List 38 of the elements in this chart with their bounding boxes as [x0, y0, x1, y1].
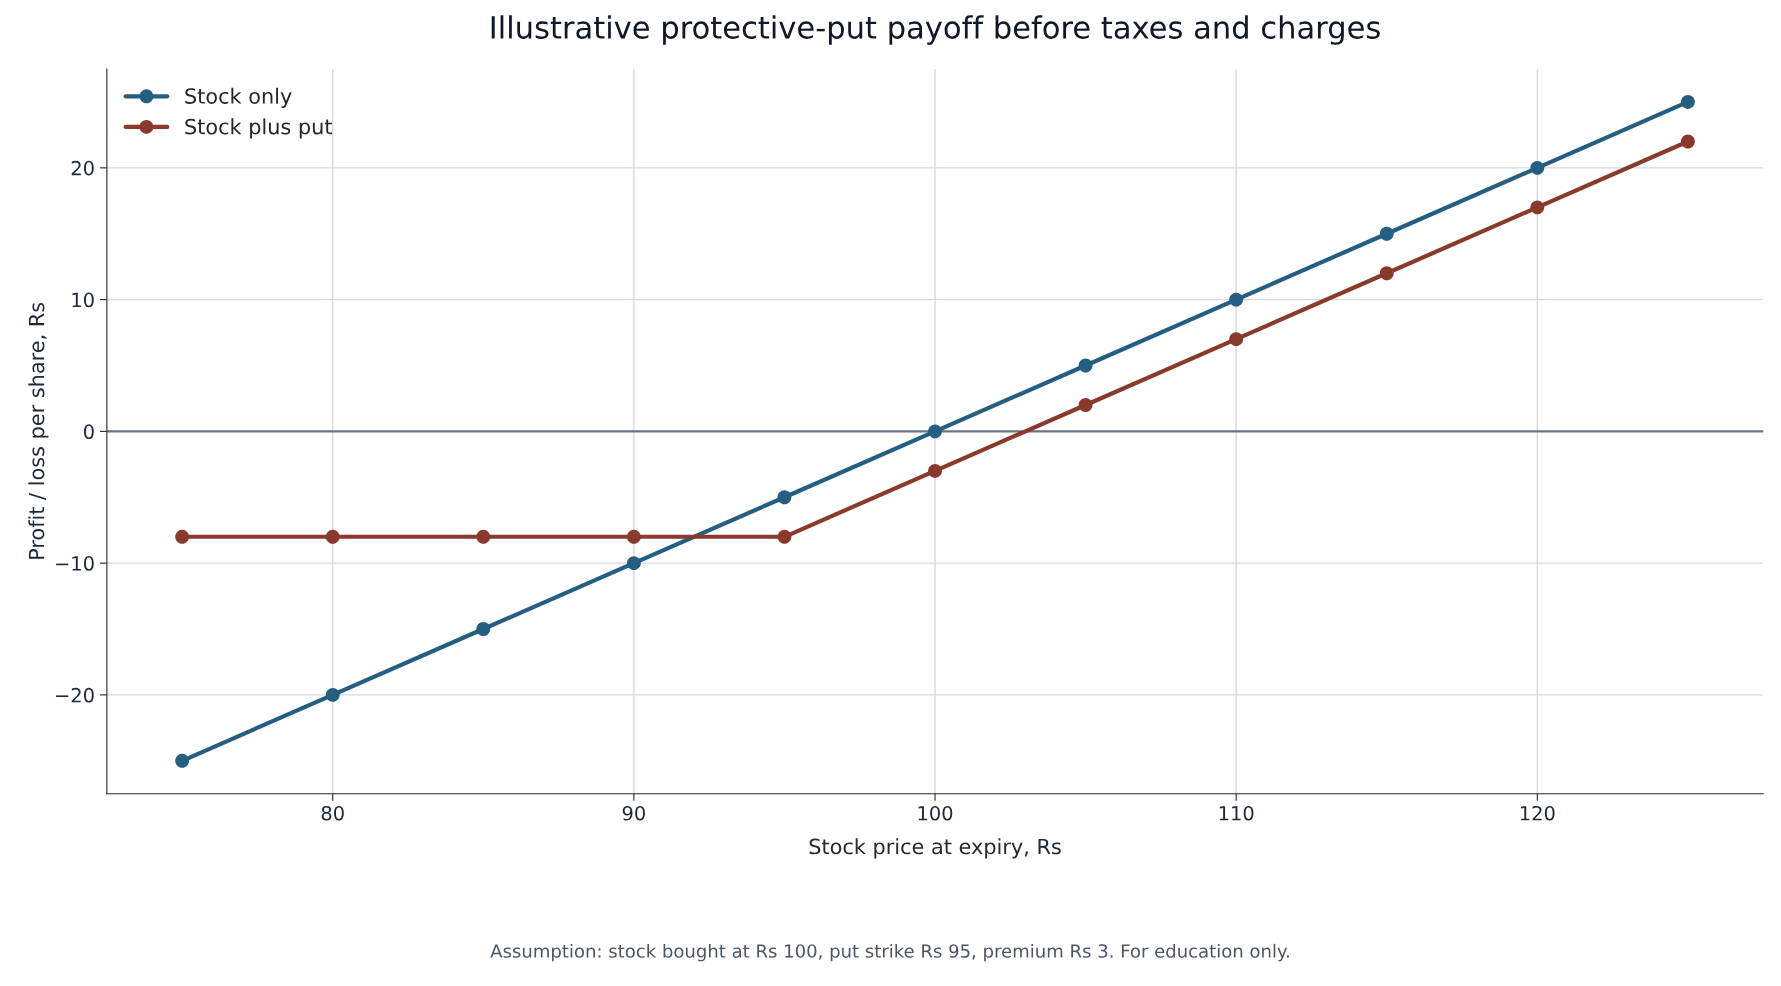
point [325, 529, 340, 544]
x-tick-label: 90 [622, 805, 645, 821]
point [1680, 134, 1695, 149]
y-tick-label: 20 [71, 160, 94, 176]
point [626, 529, 641, 544]
point [928, 463, 942, 478]
y-tick-label: −20 [56, 687, 94, 703]
x-tick-label: 80 [321, 805, 344, 821]
point [1379, 226, 1394, 241]
x-tick-label: 110 [1219, 805, 1254, 821]
point [1078, 358, 1093, 373]
point [476, 622, 491, 636]
legend-label: Stock plus put [185, 118, 333, 139]
point [476, 529, 491, 544]
y-axis-title: Profit / loss per share, Rs [28, 302, 49, 559]
point [1229, 292, 1244, 307]
point [626, 556, 641, 571]
chart-title: Illustrative protective-put payoff before taxes and charges [491, 15, 1380, 45]
y-tick-label: 10 [72, 292, 94, 308]
x-tick-label: 100 [918, 805, 953, 821]
x-tick-label: 120 [1520, 805, 1555, 821]
point [1078, 398, 1093, 412]
point [1379, 266, 1394, 281]
point [928, 424, 942, 439]
y-tick-label: −10 [56, 556, 94, 571]
point [777, 490, 792, 505]
point [1530, 200, 1545, 215]
text: Assumption: stock bought at Rs 100, put strike Rs 95, premium Rs 3. For education only. [490, 943, 1289, 962]
x-axis-title: Stock price at expiry, Rs [809, 838, 1061, 859]
point [1229, 332, 1244, 347]
point [1530, 160, 1545, 175]
y-tick-label: 0 [83, 424, 94, 440]
point [777, 529, 792, 544]
legend-label: Stock only [185, 87, 292, 108]
point [175, 529, 190, 544]
point [325, 687, 340, 702]
point [1680, 95, 1695, 109]
point [175, 753, 190, 768]
